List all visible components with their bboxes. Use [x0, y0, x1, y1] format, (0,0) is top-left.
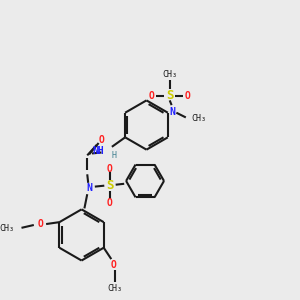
Text: CH₃: CH₃ — [191, 114, 206, 123]
Text: CH₃: CH₃ — [162, 70, 177, 79]
Text: O: O — [110, 260, 116, 270]
Text: NH: NH — [92, 146, 104, 156]
Text: O: O — [149, 91, 155, 100]
Text: N: N — [86, 183, 92, 193]
Text: H: H — [111, 151, 116, 160]
Text: O: O — [107, 198, 113, 208]
Text: O: O — [107, 164, 113, 174]
Text: O: O — [38, 219, 44, 229]
Text: N: N — [169, 107, 175, 117]
Text: O: O — [185, 91, 191, 100]
Text: CH₃: CH₃ — [0, 224, 14, 233]
Text: S: S — [106, 179, 114, 192]
Text: S: S — [166, 89, 173, 102]
Text: CH₃: CH₃ — [108, 284, 123, 293]
Text: O: O — [98, 135, 104, 145]
